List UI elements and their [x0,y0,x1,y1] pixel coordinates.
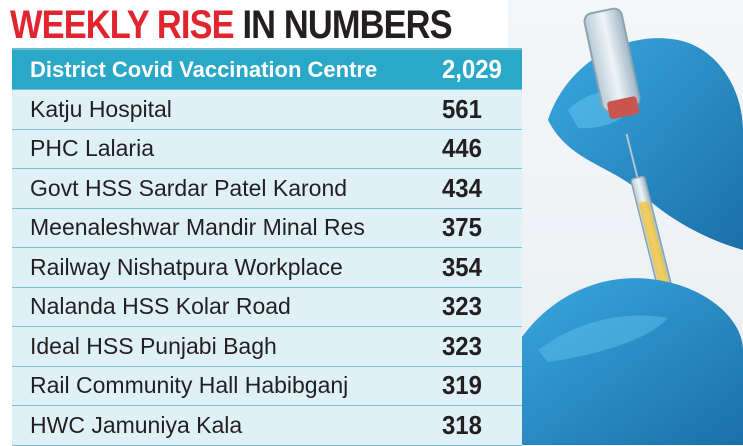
table-row: Govt HSS Sardar Patel Karond 434 [12,169,522,209]
title-part-2: IN NUMBERS [242,3,452,47]
centre-name: Railway Nishatpura Workplace [30,253,343,280]
centre-name: Katju Hospital [30,95,172,122]
centre-value: 354 [442,251,482,282]
table-header-row: District Covid Vaccination Centre 2,029 [12,50,522,90]
centre-value: 323 [442,330,482,361]
centre-name: Govt HSS Sardar Patel Karond [30,174,348,201]
table-row: Meenaleshwar Mandir Minal Res 375 [12,208,522,248]
centre-name: HWC Jamuniya Kala [30,411,243,438]
table-row: Katju Hospital 561 [12,90,522,130]
centre-value: 375 [442,212,482,243]
centre-value: 319 [442,370,482,401]
centre-value: 561 [442,93,482,124]
header-name: District Covid Vaccination Centre [30,56,378,82]
table-row: Ideal HSS Punjabi Bagh 323 [12,327,522,367]
table-row: Rail Community Hall Habibganj 319 [12,366,522,406]
vaccine-syringe-illustration [508,0,743,445]
header-total: 2,029 [442,54,502,84]
page-title: WEEKLY RISE IN NUMBERS [10,2,453,48]
table-row: HWC Jamuniya Kala 318 [12,406,522,446]
title-part-1: WEEKLY RISE [10,3,235,47]
table-row: Nalanda HSS Kolar Road 323 [12,287,522,327]
centre-name: Meenaleshwar Mandir Minal Res [30,214,365,241]
centre-value: 446 [442,133,482,164]
centre-value: 323 [442,291,482,322]
vaccination-table: District Covid Vaccination Centre 2,029 … [12,48,522,446]
centre-name: Rail Community Hall Habibganj [30,372,349,399]
table-row: PHC Lalaria 446 [12,129,522,169]
centre-value: 318 [442,409,482,440]
table-row: Railway Nishatpura Workplace 354 [12,248,522,288]
centre-name: Ideal HSS Punjabi Bagh [30,332,277,359]
centre-name: Nalanda HSS Kolar Road [30,293,291,320]
centre-name: PHC Lalaria [30,135,154,162]
centre-value: 434 [442,172,482,203]
